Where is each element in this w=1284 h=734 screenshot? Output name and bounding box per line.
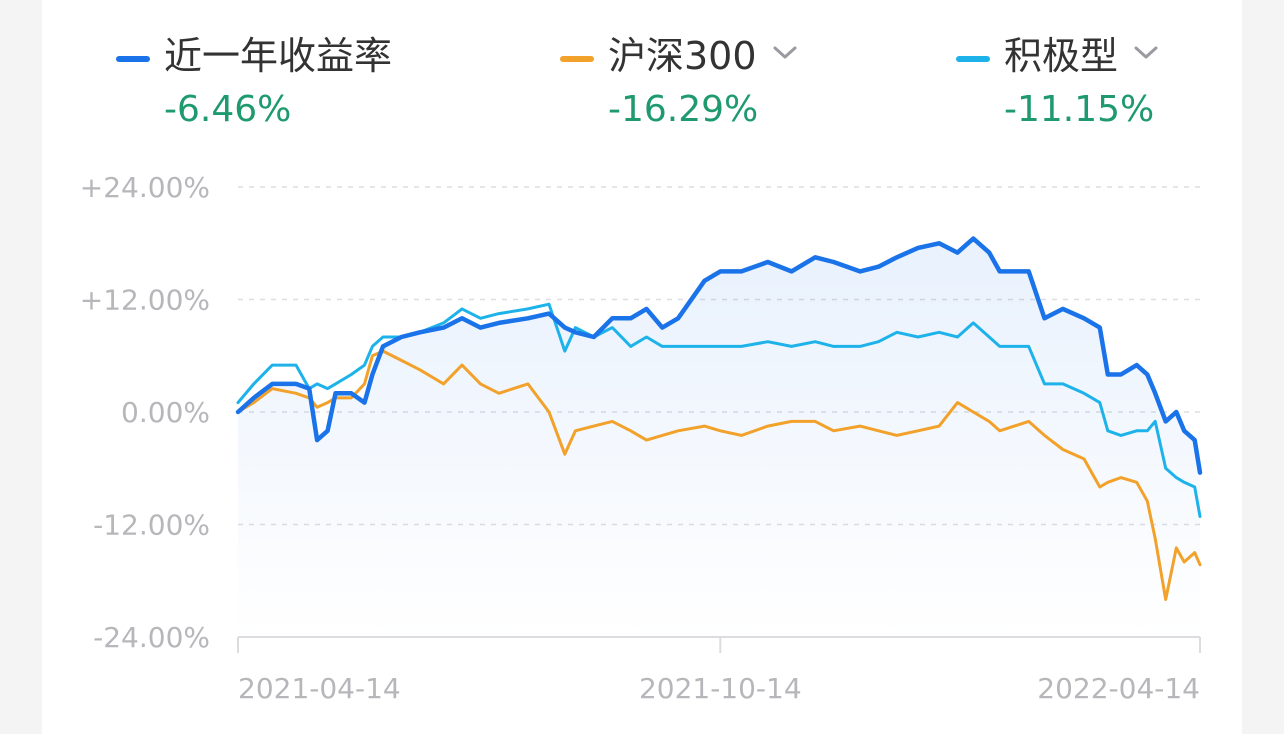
x-tick-label: 2022-04-14 bbox=[1037, 672, 1200, 705]
chart-card: 近一年收益率 -6.46% 沪深300 -16.29% 积极型 -11.15% +24.0… bbox=[42, 0, 1242, 734]
chevron-down-icon[interactable] bbox=[771, 40, 799, 64]
y-axis-ticks: +24.00% +12.00% 0.00% -12.00% -24.00% bbox=[80, 171, 210, 654]
y-tick-label: -24.00% bbox=[93, 621, 210, 654]
area-fill bbox=[238, 238, 1200, 637]
series-area-annual-return bbox=[238, 238, 1200, 637]
legend-swatch bbox=[560, 56, 594, 62]
y-tick-label: -12.00% bbox=[93, 509, 210, 542]
y-tick-label: +24.00% bbox=[80, 171, 210, 204]
legend-name: 近一年收益率 bbox=[164, 34, 393, 78]
legend-name: 沪深300 bbox=[608, 34, 757, 78]
x-tick-label: 2021-10-14 bbox=[639, 672, 802, 705]
legend-name: 积极型 bbox=[1004, 34, 1119, 78]
legend-swatch bbox=[116, 56, 150, 62]
line-chart: +24.00% +12.00% 0.00% -12.00% -24.00% 2021-0… bbox=[80, 171, 1203, 705]
chevron-down-icon[interactable] bbox=[1132, 40, 1160, 64]
y-tick-label: 0.00% bbox=[121, 396, 210, 429]
series-line-aggressive bbox=[236, 302, 1202, 518]
series-line-annual-return bbox=[235, 236, 1203, 475]
x-tick-label: 2021-04-14 bbox=[238, 672, 401, 705]
y-tick-label: +12.00% bbox=[80, 284, 210, 317]
legend-value: -6.46% bbox=[164, 89, 292, 130]
legend-value: -11.15% bbox=[1004, 89, 1155, 130]
series-lines bbox=[235, 236, 1203, 601]
series-line-csi300 bbox=[236, 349, 1202, 601]
x-axis: 2021-04-14 2021-10-14 2022-04-14 bbox=[237, 636, 1201, 705]
legend-value: -16.29% bbox=[608, 89, 759, 130]
legend-swatch bbox=[956, 56, 990, 62]
